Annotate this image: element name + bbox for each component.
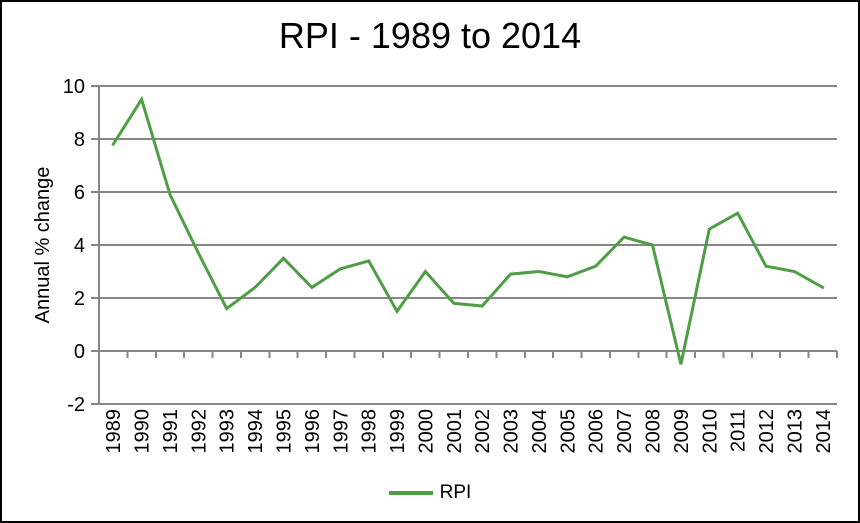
- x-tick-label: 1999: [387, 409, 409, 454]
- x-tick-label: 2008: [643, 409, 665, 454]
- x-tick-label: 1993: [217, 409, 239, 454]
- x-tick-label: 2005: [557, 409, 579, 454]
- x-tick-label: 1995: [274, 409, 296, 454]
- x-tick-label: 1998: [359, 409, 381, 454]
- x-tick-label: 2002: [472, 409, 494, 454]
- chart-title: RPI - 1989 to 2014: [278, 15, 582, 56]
- x-tick-label: 1996: [302, 409, 324, 454]
- y-tick-label: 10: [63, 76, 85, 98]
- y-tick-label: -2: [67, 394, 85, 416]
- x-tick-label: 2000: [415, 409, 437, 454]
- x-tick-label: 1992: [188, 409, 210, 454]
- x-tick-label: 1990: [132, 409, 154, 454]
- x-tick-label: 2007: [614, 409, 636, 454]
- x-tick-label: 2013: [784, 409, 806, 454]
- x-tick-label: 2012: [756, 409, 778, 454]
- y-axis-title: Annual % change: [32, 167, 54, 324]
- x-tick-label: 2009: [671, 409, 693, 454]
- y-tick-label: 8: [74, 129, 85, 151]
- x-tick-label: 2003: [501, 409, 523, 454]
- rpi-series-line: [111, 95, 825, 365]
- legend-line-swatch: [388, 491, 433, 495]
- x-tick-label: 1989: [103, 409, 125, 454]
- x-tick-label: 1994: [245, 409, 267, 454]
- x-tick-label: 2010: [699, 409, 721, 454]
- x-tick-label: 2004: [529, 409, 551, 454]
- x-tick-label: 2011: [728, 409, 750, 452]
- y-tick-label: 4: [74, 235, 85, 257]
- legend: RPI: [2, 482, 858, 504]
- x-tick-label: 2006: [586, 409, 608, 454]
- y-tick-label: 6: [74, 182, 85, 204]
- y-tick-label: 0: [74, 341, 85, 363]
- legend-series-label: RPI: [439, 482, 472, 503]
- x-tick-label: 1991: [160, 409, 182, 454]
- x-tick-label: 2014: [813, 409, 835, 454]
- x-tick-label: 2001: [444, 409, 466, 454]
- x-tick-label: 1997: [330, 409, 352, 454]
- y-tick-label: 2: [74, 288, 85, 310]
